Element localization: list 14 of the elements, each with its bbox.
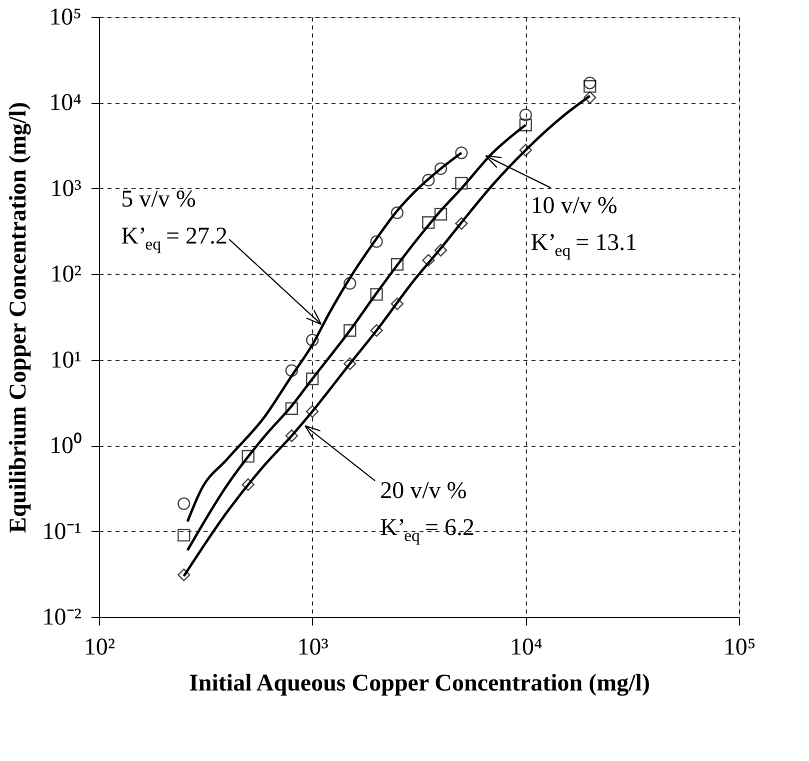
x-tick-label: 10² <box>84 634 116 660</box>
y-tick-label: 10⁴ <box>49 90 82 116</box>
y-tick-label: 10⁰ <box>50 432 82 460</box>
y-tick-label: 10³ <box>50 176 82 202</box>
x-tick-label: 10⁵ <box>723 634 756 660</box>
y-axis-title: Equilibrium Copper Concentration (mg/l) <box>5 102 32 533</box>
x-axis-title: Initial Aqueous Copper Concentration (mg/l) <box>189 670 650 696</box>
y-tick-label: 10⁵ <box>49 4 82 30</box>
y-tick-label: 10⁻¹ <box>42 518 82 545</box>
y-tick-label: 10² <box>50 262 82 288</box>
y-tick-label: 10⁻² <box>42 604 82 630</box>
x-tick-label: 10³ <box>297 634 328 660</box>
x-tick-label: 10⁴ <box>510 634 542 660</box>
y-tick-label: 10¹ <box>50 347 82 374</box>
